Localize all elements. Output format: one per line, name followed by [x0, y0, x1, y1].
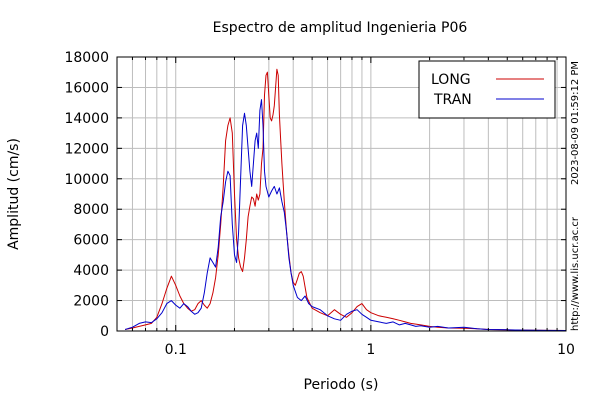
y-tick-label: 8000	[73, 202, 109, 218]
legend-box	[418, 60, 556, 119]
x-tick-label: 0.1	[165, 342, 187, 358]
x-tick-label: 10	[557, 342, 575, 358]
chart-title: Espectro de amplitud Ingenieria P06	[213, 20, 468, 36]
series-line-long	[125, 68, 567, 331]
timestamp-annotation: 2023-08-09 01:59:12 PM	[570, 61, 581, 185]
legend-label-long: LONG	[431, 72, 471, 88]
plot-frame	[116, 56, 567, 332]
y-tick-label: 6000	[73, 233, 109, 249]
y-tick-label: 10000	[64, 172, 109, 188]
y-tick-label: 0	[100, 324, 109, 340]
tick-layer: 0 2000 4000 6000 8000 10000 12000 14000 16000 180…	[64, 50, 574, 358]
legend: LONG TRAN	[418, 60, 556, 119]
series-line-tran	[124, 99, 567, 331]
legend-label-tran: TRAN	[433, 92, 472, 108]
y-tick-label: 2000	[73, 294, 109, 310]
series-layer	[124, 68, 567, 331]
x-tick-label: 1	[366, 342, 375, 358]
y-tick-label: 16000	[64, 80, 109, 96]
y-tick-label: 12000	[64, 141, 109, 157]
y-tick-label: 14000	[64, 111, 109, 127]
y-tick-label: 4000	[73, 263, 109, 279]
url-annotation: http://www.lis.ucr.ac.cr	[570, 216, 581, 331]
y-tick-label: 18000	[64, 50, 109, 66]
y-axis-title: Amplitud (cm/s)	[6, 138, 22, 250]
x-axis-title: Periodo (s)	[304, 377, 379, 393]
